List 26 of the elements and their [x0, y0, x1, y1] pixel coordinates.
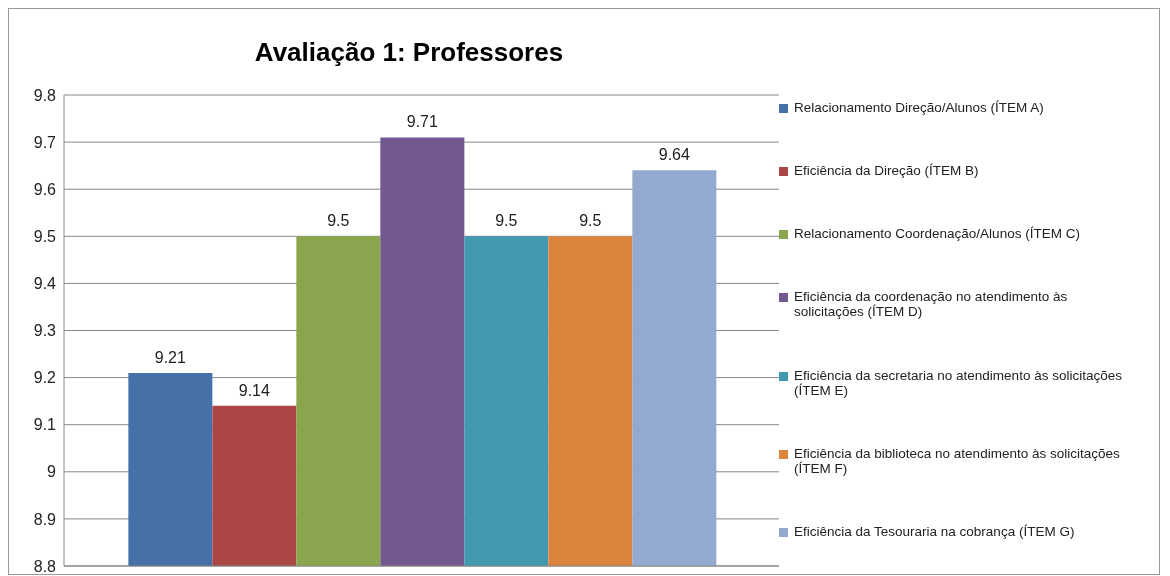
legend-label: Eficiência da secretaria no atendimento às solicitações (ÍTEM E) — [794, 367, 1123, 398]
legend-label: Eficiência da Direção (ÍTEM B) — [794, 162, 980, 178]
y-tick-label: 9.3 — [33, 322, 57, 340]
y-tick-label: 9.8 — [33, 86, 57, 104]
data-label: 9.5 — [495, 212, 518, 230]
legend-label: Eficiência da Tesouraria na cobrança (ÍTEM G) — [794, 524, 1076, 540]
data-label: 9.64 — [658, 146, 691, 164]
y-tick-label: 9.7 — [33, 133, 57, 151]
y-tick-label: 9.6 — [33, 180, 57, 198]
data-label: 9.14 — [238, 381, 271, 399]
data-label: 9.5 — [327, 212, 350, 230]
y-tick-label: 9.5 — [33, 227, 57, 245]
y-tick-label: 9.2 — [33, 369, 57, 387]
legend-label: Relacionamento Direção/Alunos (ÍTEM A) — [794, 99, 1045, 115]
y-tick-label: 9.1 — [33, 416, 57, 434]
legend-label: Eficiência da biblioteca no atendimento às solicitações (ÍTEM F) — [794, 446, 1121, 477]
chart-title: Avaliação 1: Professores — [253, 36, 565, 67]
y-tick-label: 9.4 — [33, 275, 57, 293]
y-tick-label: 8.8 — [33, 557, 57, 575]
legend-label: Eficiência da coordenação no atendimento às solicitações (ÍTEM D) — [794, 289, 1069, 320]
data-label: 9.21 — [154, 348, 187, 366]
y-tick-label: 8.9 — [33, 510, 57, 528]
data-label: 9.71 — [406, 113, 439, 131]
y-tick-label: 9 — [47, 463, 57, 481]
legend-label: Relacionamento Coordenação/Alunos (ÍTEM C) — [794, 226, 1081, 242]
data-label: 9.5 — [579, 212, 602, 230]
